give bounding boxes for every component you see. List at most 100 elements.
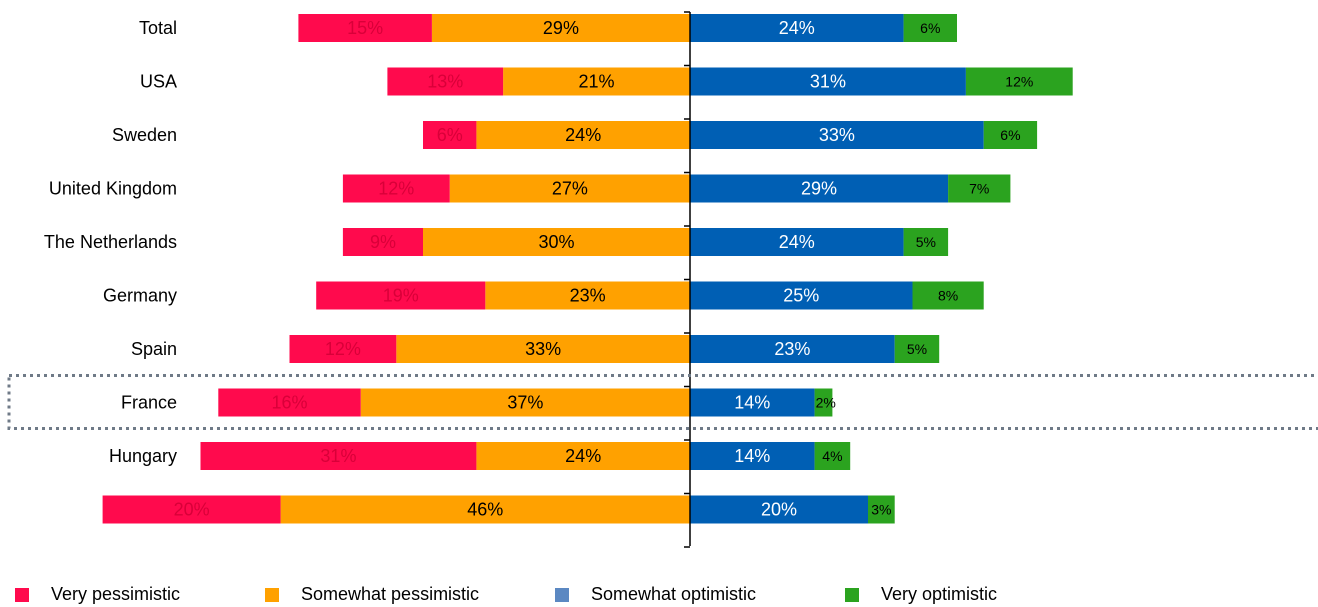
value-label-very-pessimistic-total: 15% — [347, 18, 383, 38]
category-label-total: Total — [139, 18, 177, 38]
bar-somewhat-pessimistic-total — [431, 14, 690, 42]
bar-somewhat-pessimistic-poland — [280, 495, 690, 524]
value-label-somewhat-pessimistic-the-netherlands: 30% — [538, 232, 574, 252]
bar-very-pessimistic-hungary — [200, 442, 477, 470]
value-label-very-optimistic-spain: 5% — [907, 341, 927, 357]
bar-very-optimistic-united-kingdom — [948, 174, 1011, 203]
bar-very-optimistic-the-netherlands — [903, 228, 949, 256]
value-label-very-pessimistic-usa: 13% — [427, 72, 463, 92]
legend-swatch — [555, 587, 569, 602]
category-label-sweden: Sweden — [112, 125, 177, 145]
value-label-somewhat-optimistic-hungary: 14% — [734, 446, 770, 466]
value-label-very-pessimistic-germany: 19% — [383, 286, 419, 306]
value-label-very-optimistic-hungary: 4% — [822, 448, 842, 464]
bar-somewhat-optimistic-usa — [690, 67, 966, 96]
legend-item-very-optimistic: Very optimistic — [845, 584, 997, 605]
category-label-germany: Germany — [103, 286, 177, 306]
category-label-spain: Spain — [131, 339, 177, 359]
value-label-very-pessimistic-poland: 20% — [174, 500, 210, 520]
value-label-somewhat-optimistic-the-netherlands: 24% — [779, 232, 815, 252]
value-label-somewhat-optimistic-total: 24% — [779, 18, 815, 38]
bar-very-optimistic-france — [814, 388, 833, 417]
bar-somewhat-pessimistic-sweden — [476, 121, 690, 149]
bar-very-pessimistic-sweden — [423, 121, 477, 149]
value-label-somewhat-pessimistic-sweden: 24% — [565, 125, 601, 145]
bar-somewhat-optimistic-united-kingdom — [690, 174, 949, 203]
bar-somewhat-pessimistic-hungary — [476, 442, 690, 470]
bar-somewhat-optimistic-total — [690, 14, 904, 42]
bar-very-pessimistic-the-netherlands — [342, 228, 423, 256]
value-label-somewhat-optimistic-germany: 25% — [783, 286, 819, 306]
value-label-very-optimistic-germany: 8% — [938, 288, 958, 304]
bar-somewhat-optimistic-poland — [690, 495, 868, 524]
highlight-box-france — [7, 374, 1318, 430]
bar-very-optimistic-hungary — [814, 442, 851, 470]
bar-very-pessimistic-usa — [387, 67, 504, 96]
bar-very-optimistic-total — [903, 14, 957, 42]
value-label-very-pessimistic-spain: 12% — [325, 339, 361, 359]
value-label-very-optimistic-poland: 3% — [871, 502, 891, 518]
value-label-somewhat-optimistic-france: 14% — [734, 393, 770, 413]
legend-swatch — [845, 587, 859, 602]
bar-very-pessimistic-france — [218, 388, 361, 417]
legend-item-somewhat-pessimistic: Somewhat pessimistic — [265, 584, 479, 605]
bar-somewhat-pessimistic-united-kingdom — [449, 174, 690, 203]
legend-label: Very optimistic — [881, 584, 998, 604]
bar-very-optimistic-spain — [894, 335, 940, 363]
value-label-very-pessimistic-france: 16% — [271, 393, 307, 413]
bar-very-pessimistic-poland — [102, 495, 281, 524]
value-label-somewhat-optimistic-spain: 23% — [774, 339, 810, 359]
chart-legend: Very pessimistic Somewhat pessimistic Some… — [0, 584, 1318, 607]
legend-label: Somewhat pessimistic — [301, 584, 480, 604]
bar-somewhat-pessimistic-usa — [503, 67, 690, 96]
diverging-bar-chart: Total 29% 15% 24% 6% USA 21% 13% 31% 12% Sweden 24%… — [7, 11, 1318, 548]
category-label-united-kingdom: United Kingdom — [49, 179, 177, 199]
value-label-somewhat-pessimistic-germany: 23% — [570, 286, 606, 306]
value-label-somewhat-pessimistic-hungary: 24% — [565, 446, 601, 466]
category-label-france: France — [121, 393, 177, 413]
bar-very-pessimistic-united-kingdom — [342, 174, 450, 203]
bar-somewhat-optimistic-the-netherlands — [690, 228, 904, 256]
bar-somewhat-optimistic-sweden — [690, 121, 984, 149]
bar-very-optimistic-germany — [912, 281, 984, 310]
value-label-somewhat-optimistic-sweden: 33% — [819, 125, 855, 145]
value-label-very-pessimistic-sweden: 6% — [437, 125, 463, 145]
legend-swatch — [265, 587, 279, 602]
bar-somewhat-optimistic-spain — [690, 335, 895, 363]
legend-swatch — [15, 587, 29, 602]
value-label-somewhat-optimistic-united-kingdom: 29% — [801, 179, 837, 199]
value-label-somewhat-optimistic-usa: 31% — [810, 72, 846, 92]
value-label-somewhat-pessimistic-poland: 46% — [467, 500, 503, 520]
bar-somewhat-pessimistic-the-netherlands — [423, 228, 690, 256]
legend-label: Very pessimistic — [51, 584, 181, 604]
bar-very-optimistic-usa — [965, 67, 1073, 96]
value-label-very-optimistic-united-kingdom: 7% — [969, 181, 989, 197]
value-label-very-optimistic-usa: 12% — [1005, 74, 1033, 90]
value-label-somewhat-optimistic-poland: 20% — [761, 500, 797, 520]
value-label-very-optimistic-total: 6% — [920, 20, 940, 36]
value-label-very-pessimistic-united-kingdom: 12% — [378, 179, 414, 199]
value-label-somewhat-pessimistic-france: 37% — [507, 393, 543, 413]
value-label-somewhat-pessimistic-spain: 33% — [525, 339, 561, 359]
value-label-very-optimistic-sweden: 6% — [1000, 127, 1020, 143]
value-label-very-pessimistic-hungary: 31% — [320, 446, 356, 466]
bar-somewhat-pessimistic-france — [360, 388, 690, 417]
legend-label: Somewhat optimistic — [591, 584, 757, 604]
bar-somewhat-pessimistic-spain — [396, 335, 690, 363]
value-label-somewhat-pessimistic-total: 29% — [543, 18, 579, 38]
value-label-somewhat-pessimistic-united-kingdom: 27% — [552, 179, 588, 199]
bar-very-pessimistic-germany — [316, 281, 486, 310]
value-label-very-optimistic-france: 2% — [816, 395, 836, 411]
legend-item-somewhat-optimistic: Somewhat optimistic — [555, 584, 756, 605]
category-label-the-netherlands: The Netherlands — [44, 232, 177, 252]
bar-very-optimistic-sweden — [983, 121, 1038, 149]
value-label-somewhat-pessimistic-usa: 21% — [579, 72, 615, 92]
bar-somewhat-optimistic-hungary — [690, 442, 815, 470]
bar-very-optimistic-poland — [868, 495, 895, 524]
bar-somewhat-pessimistic-germany — [485, 281, 690, 310]
bar-very-pessimistic-spain — [289, 335, 397, 363]
legend-item-very-pessimistic: Very pessimistic — [15, 584, 180, 605]
bar-somewhat-optimistic-germany — [690, 281, 913, 310]
category-label-hungary: Hungary — [109, 446, 177, 466]
value-label-very-optimistic-the-netherlands: 5% — [916, 234, 936, 250]
